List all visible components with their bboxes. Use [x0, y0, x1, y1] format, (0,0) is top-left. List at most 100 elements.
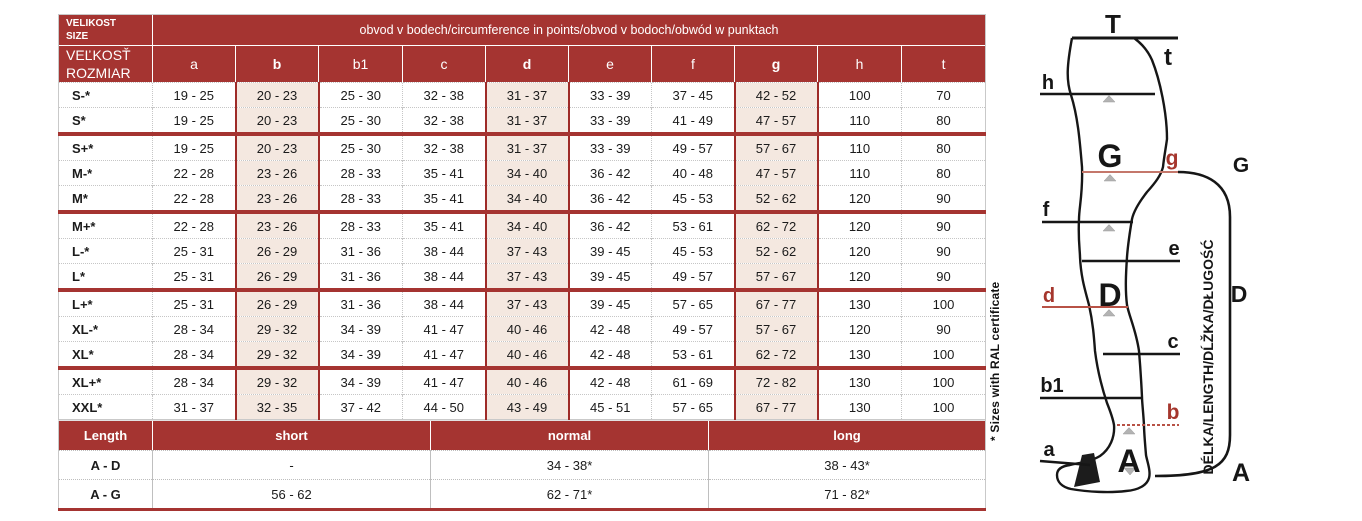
cell-c: 41 - 47: [402, 316, 486, 342]
cell-b1: 28 - 33: [318, 160, 403, 186]
size-label: L*: [58, 263, 153, 291]
size-row: L-* 25 - 31 26 - 29 31 - 36 38 - 44 37 - 43 39…: [58, 238, 986, 264]
length-row-label: A - D: [58, 450, 153, 480]
col-header-t: t: [900, 44, 986, 83]
header-row-columns: VEĽKOSŤ ROZMIAR a b b1 c d e f g h t: [58, 44, 986, 83]
cell-c: 35 - 41: [402, 160, 486, 186]
size-label: M*: [58, 185, 153, 213]
toe-band: [1074, 453, 1100, 487]
cell-d: 34 - 40: [484, 185, 570, 213]
col-header-g: g: [734, 44, 818, 83]
cell-t: 90: [900, 185, 986, 213]
cell-e: 45 - 51: [568, 394, 652, 420]
cell-t: 90: [900, 238, 986, 264]
cell-g: 67 - 77: [733, 288, 819, 317]
size-row: S+* 19 - 25 20 - 23 25 - 30 32 - 38 31 - 37 33…: [58, 132, 986, 161]
cell-t: 80: [900, 160, 986, 186]
cell-f: 53 - 61: [651, 341, 735, 369]
diagram-label-c: c: [1167, 331, 1178, 353]
cell-b: 20 - 23: [234, 82, 320, 108]
cell-c: 41 - 47: [402, 366, 486, 395]
cell-b: 26 - 29: [234, 238, 320, 264]
cell-f: 57 - 65: [651, 288, 735, 317]
cell-f: 37 - 45: [651, 82, 735, 108]
size-label: M+*: [58, 210, 153, 239]
cell-e: 39 - 45: [568, 288, 652, 317]
cell-e: 33 - 39: [568, 132, 652, 161]
cell-g: 62 - 72: [733, 341, 819, 369]
col-header-b1: b1: [318, 44, 403, 83]
col-header-a: a: [152, 44, 236, 83]
cell-h: 130: [817, 288, 902, 317]
cell-b1: 28 - 33: [318, 210, 403, 239]
cell-d: 37 - 43: [484, 238, 570, 264]
cell-b: 20 - 23: [234, 107, 320, 135]
cell-f: 45 - 53: [651, 185, 735, 213]
cell-t: 90: [900, 263, 986, 291]
cell-d: 31 - 37: [484, 82, 570, 108]
cell-h: 110: [817, 107, 902, 135]
size-row: XL+* 28 - 34 29 - 32 34 - 39 41 - 47 40 - 46 4…: [58, 366, 986, 395]
bracket-label-G: G: [1233, 154, 1249, 177]
cell-h: 100: [817, 82, 902, 108]
length-cell-long: 71 - 82*: [708, 479, 986, 510]
size-row: S* 19 - 25 20 - 23 25 - 30 32 - 38 31 - 37 33 …: [58, 107, 986, 135]
triangle-marker-f: [1102, 224, 1116, 232]
cell-f: 40 - 48: [651, 160, 735, 186]
cell-b1: 25 - 30: [318, 107, 403, 135]
ral-certificate-footnote: * Sizes with RAL certificate: [988, 281, 1002, 441]
cell-c: 32 - 38: [402, 82, 486, 108]
cell-b: 23 - 26: [234, 160, 320, 186]
leg-outline: [1055, 37, 1169, 494]
cell-e: 39 - 45: [568, 238, 652, 264]
cell-h: 130: [817, 394, 902, 420]
cell-a: 25 - 31: [152, 263, 236, 291]
diagram-label-b1: b1: [1040, 375, 1063, 397]
corner-line-3: VEĽKOSŤ: [66, 47, 131, 63]
cell-g: 42 - 52: [733, 82, 819, 108]
cell-f: 45 - 53: [651, 238, 735, 264]
cell-b1: 28 - 33: [318, 185, 403, 213]
cell-d: 34 - 40: [484, 160, 570, 186]
cell-f: 49 - 57: [651, 132, 735, 161]
diagram-label-b: b: [1167, 401, 1180, 424]
col-header-b: b: [235, 44, 319, 83]
col-header-f: f: [651, 44, 735, 83]
cell-d: 37 - 43: [484, 288, 570, 317]
cell-c: 35 - 41: [402, 210, 486, 239]
cell-c: 32 - 38: [402, 107, 486, 135]
cell-c: 38 - 44: [402, 238, 486, 264]
length-option-long: long: [708, 420, 986, 451]
diagram-label-a: a: [1043, 439, 1055, 461]
diagram-label-d: d: [1043, 285, 1055, 307]
size-label: XL-*: [58, 316, 153, 342]
cell-t: 80: [900, 132, 986, 161]
triangle-marker-d: [1102, 309, 1116, 317]
cell-b1: 31 - 36: [318, 263, 403, 291]
cell-a: 25 - 31: [152, 238, 236, 264]
corner-line-2: SIZE: [66, 31, 89, 42]
cell-g: 57 - 67: [733, 263, 819, 291]
size-label: L-*: [58, 238, 153, 264]
length-header-label: Length: [58, 420, 153, 451]
size-row: S-* 19 - 25 20 - 23 25 - 30 32 - 38 31 - 37 33…: [58, 82, 986, 108]
diagram-label-h: h: [1042, 72, 1054, 94]
size-label: XXL*: [58, 394, 153, 420]
cell-c: 38 - 44: [402, 288, 486, 317]
cell-e: 36 - 42: [568, 160, 652, 186]
triangle-marker-h: [1102, 95, 1116, 103]
cell-e: 33 - 39: [568, 82, 652, 108]
cell-d: 31 - 37: [484, 132, 570, 161]
diagram-label-A: A: [1117, 443, 1140, 479]
size-label: S*: [58, 107, 153, 135]
cell-f: 57 - 65: [651, 394, 735, 420]
cell-h: 120: [817, 316, 902, 342]
size-label: XL+*: [58, 366, 153, 395]
size-row: M* 22 - 28 23 - 26 28 - 33 35 - 41 34 - 40 36 …: [58, 185, 986, 213]
cell-d: 31 - 37: [484, 107, 570, 135]
length-cell-short: -: [152, 450, 431, 480]
cell-a: 19 - 25: [152, 107, 236, 135]
cell-b: 29 - 32: [234, 341, 320, 369]
cell-e: 36 - 42: [568, 210, 652, 239]
cell-b1: 25 - 30: [318, 82, 403, 108]
